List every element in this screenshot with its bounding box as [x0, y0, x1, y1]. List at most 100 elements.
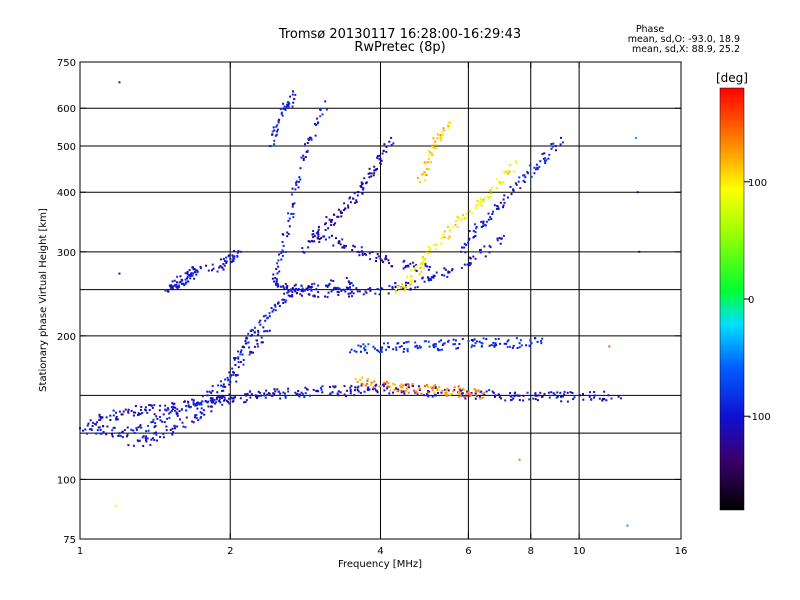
data-point	[139, 424, 142, 427]
data-point	[354, 378, 357, 381]
data-point	[372, 174, 375, 177]
data-point	[222, 257, 225, 260]
data-point	[406, 348, 409, 351]
data-point	[332, 223, 335, 226]
data-point	[91, 424, 94, 427]
data-point	[441, 389, 444, 392]
data-point	[457, 395, 460, 398]
data-point	[608, 345, 611, 348]
data-point	[234, 357, 237, 359]
data-point	[204, 400, 207, 403]
data-point	[281, 250, 284, 253]
data-point	[256, 397, 258, 399]
data-point	[172, 285, 175, 288]
data-point	[502, 206, 504, 209]
data-point	[571, 392, 574, 394]
data-point	[446, 387, 449, 390]
data-point	[421, 173, 424, 176]
data-point	[150, 421, 153, 424]
data-point	[402, 287, 405, 290]
data-point	[317, 291, 320, 294]
data-point	[450, 269, 453, 272]
data-point	[230, 261, 233, 264]
data-point	[364, 345, 367, 348]
data-point	[225, 262, 228, 264]
data-point	[542, 157, 545, 160]
data-point	[306, 150, 309, 153]
data-point	[268, 312, 271, 315]
data-point	[325, 108, 328, 111]
data-point	[221, 266, 224, 269]
data-point	[282, 233, 285, 236]
data-point	[447, 271, 450, 274]
data-point	[465, 212, 468, 215]
data-point	[239, 361, 242, 363]
data-point	[199, 265, 202, 268]
data-point	[297, 180, 300, 183]
data-point	[210, 401, 213, 404]
data-point	[92, 421, 95, 424]
data-point	[353, 394, 356, 397]
data-point	[184, 400, 186, 403]
data-point	[192, 268, 195, 271]
data-point	[319, 115, 322, 118]
data-point	[299, 167, 302, 170]
data-point	[497, 181, 500, 184]
data-point	[478, 201, 480, 204]
data-point	[380, 159, 383, 162]
data-point	[442, 233, 445, 236]
data-point	[474, 235, 477, 237]
data-point	[419, 266, 422, 269]
data-point	[552, 392, 555, 395]
data-point	[509, 345, 511, 348]
data-point	[376, 391, 379, 394]
data-point	[490, 344, 493, 346]
data-point	[186, 275, 189, 278]
data-point	[123, 429, 126, 431]
data-point	[222, 263, 225, 265]
y-tick-label: 400	[57, 188, 76, 199]
data-point	[176, 425, 179, 428]
data-point	[502, 204, 505, 207]
data-point	[200, 403, 203, 406]
data-point	[331, 391, 334, 394]
data-point	[317, 226, 320, 228]
data-point	[538, 165, 541, 168]
data-point	[327, 227, 330, 230]
data-point	[340, 215, 343, 218]
data-point	[475, 394, 478, 397]
data-point	[287, 105, 290, 108]
data-point	[172, 406, 175, 409]
data-point	[174, 427, 176, 430]
data-point	[379, 288, 382, 291]
data-point	[389, 389, 392, 392]
data-point	[181, 421, 184, 424]
data-point	[522, 399, 525, 402]
data-point	[250, 328, 253, 331]
data-point	[488, 251, 491, 254]
data-point	[513, 392, 516, 395]
data-point	[420, 270, 423, 273]
data-point	[368, 172, 371, 175]
data-point	[310, 239, 313, 242]
data-point	[427, 277, 430, 280]
data-point	[217, 396, 220, 398]
data-point	[391, 287, 394, 290]
data-point	[536, 166, 539, 169]
data-point	[155, 431, 157, 434]
data-point	[445, 389, 448, 392]
data-point	[383, 385, 385, 388]
data-point	[449, 228, 451, 231]
data-point	[519, 187, 522, 190]
data-point	[533, 172, 536, 175]
data-point	[365, 253, 368, 256]
data-point	[413, 268, 416, 271]
data-point	[377, 350, 380, 353]
x-tick-label: 8	[528, 546, 534, 557]
data-point	[515, 162, 518, 165]
data-point	[358, 254, 361, 257]
data-point	[246, 393, 249, 396]
data-point	[321, 385, 324, 388]
data-point	[186, 271, 189, 273]
data-point	[189, 273, 192, 276]
